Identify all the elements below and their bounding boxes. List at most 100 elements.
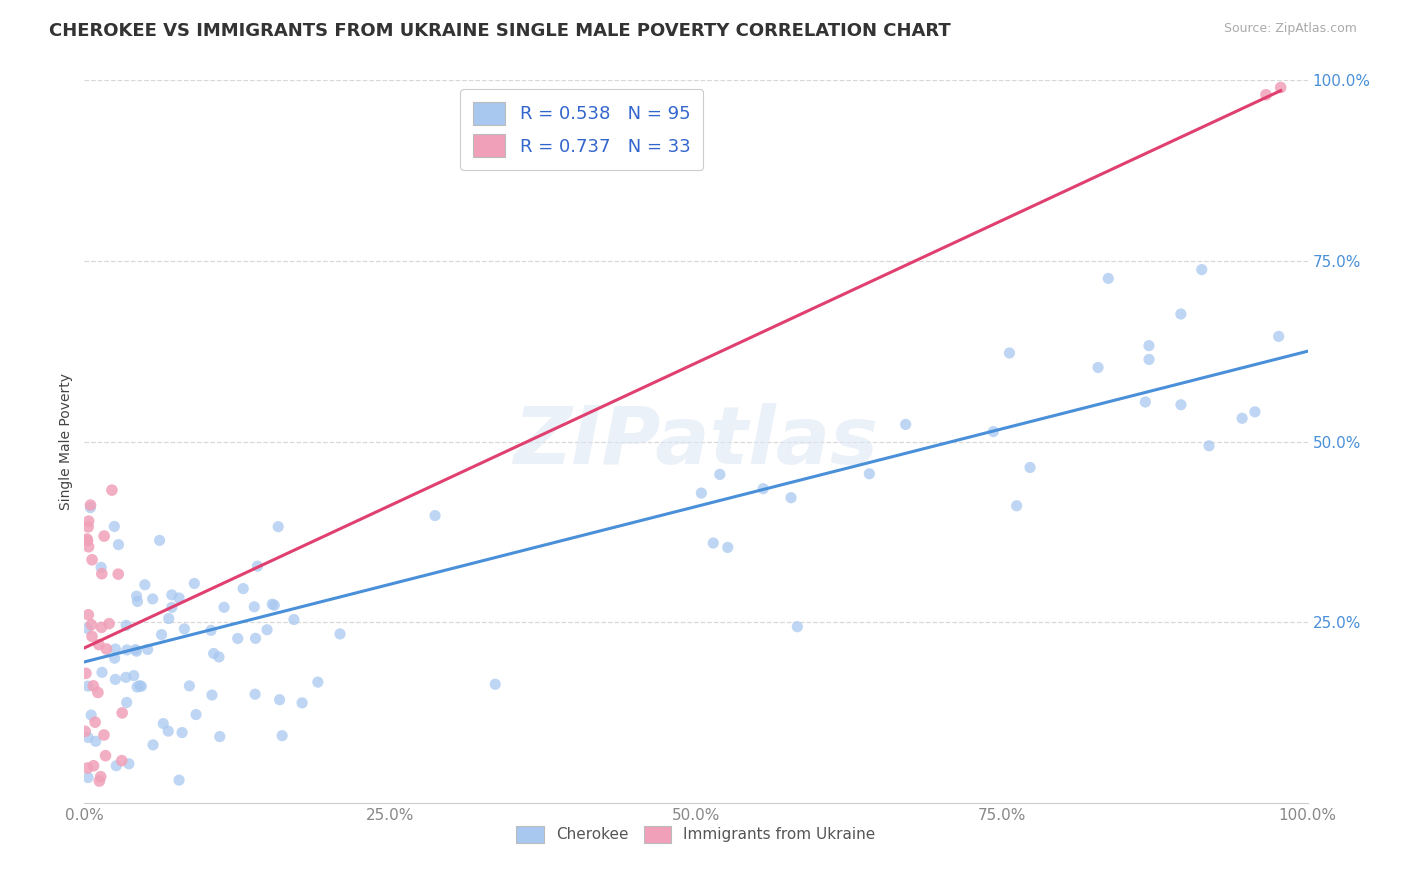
- Point: [93, 728, 115, 742]
- Point: [124, 642, 146, 657]
- Point: [93, 529, 115, 543]
- Point: [90, 620, 112, 634]
- Text: Source: ZipAtlas.com: Source: ZipAtlas.com: [1223, 22, 1357, 36]
- Point: [167, 591, 190, 605]
- Point: [184, 707, 207, 722]
- Point: [263, 598, 285, 612]
- Point: [212, 600, 235, 615]
- Point: [89, 774, 111, 789]
- Point: [1170, 398, 1192, 412]
- Point: [104, 651, 127, 665]
- Point: [157, 611, 180, 625]
- Point: [115, 618, 138, 632]
- Point: [91, 665, 114, 680]
- Point: [77, 771, 100, 785]
- Point: [484, 677, 506, 691]
- Point: [1135, 395, 1157, 409]
- Point: [201, 688, 224, 702]
- Point: [115, 696, 138, 710]
- Legend: Cherokee, Immigrants from Ukraine: Cherokee, Immigrants from Ukraine: [510, 820, 882, 849]
- Point: [84, 734, 107, 748]
- Point: [107, 567, 129, 582]
- Point: [150, 627, 173, 641]
- Point: [1244, 405, 1267, 419]
- Point: [157, 724, 180, 739]
- Point: [101, 483, 124, 497]
- Point: [142, 591, 165, 606]
- Point: [80, 617, 103, 632]
- Point: [1005, 499, 1028, 513]
- Point: [115, 670, 138, 684]
- Point: [105, 758, 128, 772]
- Point: [1087, 360, 1109, 375]
- Point: [76, 679, 98, 693]
- Point: [79, 498, 101, 512]
- Point: [702, 536, 724, 550]
- Point: [90, 770, 112, 784]
- Point: [271, 729, 294, 743]
- Point: [80, 629, 103, 643]
- Point: [267, 519, 290, 533]
- Point: [283, 613, 305, 627]
- Point: [894, 417, 917, 432]
- Point: [80, 708, 103, 723]
- Point: [983, 425, 1005, 439]
- Point: [202, 647, 225, 661]
- Point: [690, 486, 713, 500]
- Point: [131, 679, 153, 693]
- Point: [90, 560, 112, 574]
- Point: [111, 754, 134, 768]
- Point: [127, 680, 149, 694]
- Point: [780, 491, 803, 505]
- Point: [1170, 307, 1192, 321]
- Point: [142, 738, 165, 752]
- Point: [148, 533, 170, 548]
- Point: [1019, 460, 1042, 475]
- Point: [1230, 411, 1253, 425]
- Point: [76, 533, 98, 548]
- Point: [76, 621, 98, 635]
- Point: [103, 519, 125, 533]
- Point: [208, 649, 231, 664]
- Point: [1198, 439, 1220, 453]
- Point: [291, 696, 314, 710]
- Point: [80, 553, 103, 567]
- Point: [115, 643, 138, 657]
- Y-axis label: Single Male Poverty: Single Male Poverty: [59, 373, 73, 510]
- Point: [173, 622, 195, 636]
- Point: [82, 679, 104, 693]
- Point: [243, 599, 266, 614]
- Point: [118, 756, 141, 771]
- Point: [77, 520, 100, 534]
- Point: [104, 673, 127, 687]
- Point: [170, 725, 193, 739]
- Point: [232, 582, 254, 596]
- Point: [136, 642, 159, 657]
- Point: [1137, 352, 1160, 367]
- Point: [1137, 338, 1160, 352]
- Point: [77, 540, 100, 554]
- Point: [125, 589, 148, 603]
- Point: [104, 642, 127, 657]
- Point: [1097, 271, 1119, 285]
- Point: [111, 706, 134, 720]
- Point: [160, 588, 183, 602]
- Point: [183, 576, 205, 591]
- Text: ZIPatlas: ZIPatlas: [513, 402, 879, 481]
- Point: [858, 467, 880, 481]
- Point: [94, 748, 117, 763]
- Point: [269, 692, 291, 706]
- Point: [79, 500, 101, 515]
- Point: [87, 685, 110, 699]
- Point: [152, 716, 174, 731]
- Point: [84, 715, 107, 730]
- Point: [1270, 80, 1292, 95]
- Point: [76, 761, 98, 775]
- Point: [83, 758, 105, 772]
- Point: [998, 346, 1021, 360]
- Point: [128, 679, 150, 693]
- Point: [76, 532, 98, 546]
- Point: [127, 594, 149, 608]
- Point: [256, 623, 278, 637]
- Point: [75, 724, 97, 739]
